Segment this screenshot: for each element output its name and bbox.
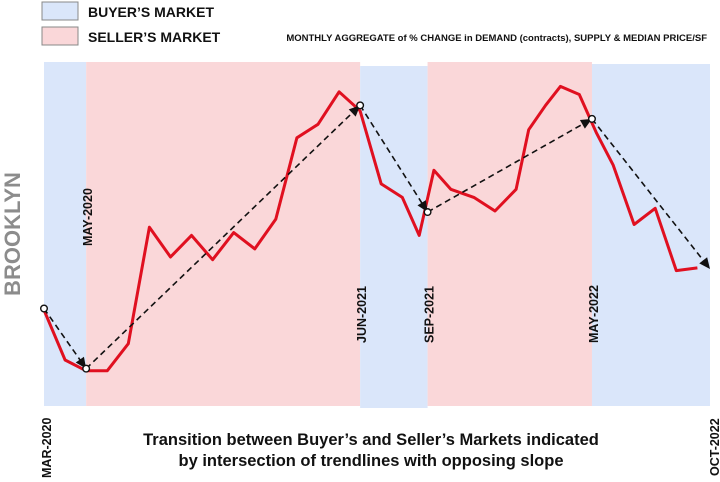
region-buyer-4	[591, 64, 710, 406]
trendline-segment-4	[591, 118, 706, 264]
trendline-marker-3	[423, 208, 432, 217]
trendline-marker-0	[40, 304, 49, 313]
series-line-0	[42, 84, 698, 373]
transition-label-3: MAY-2022	[587, 285, 601, 343]
trendline-marker-2	[356, 101, 365, 110]
transition-label-2: SEP-2021	[423, 286, 437, 343]
x-tick-end: OCT-2022	[708, 418, 720, 476]
region-buyer-0	[44, 62, 87, 406]
region-seller-1	[86, 62, 361, 406]
trendline-marker-4	[587, 114, 596, 123]
region-buyer-2	[360, 66, 428, 408]
transition-labels: MAY-2020 JUN-2021 SEP-2021 MAY-2022	[81, 188, 601, 343]
trendline-layer	[40, 101, 710, 373]
legend-swatch-buyer	[41, 1, 79, 21]
legend: BUYER’S MARKET SELLER’S MARKET	[41, 1, 221, 46]
market-regions	[44, 62, 710, 408]
y-axis-label: BROOKLYN	[0, 172, 25, 296]
caption-line-2: by intersection of trendlines with oppos…	[178, 452, 563, 470]
legend-label-buyer: BUYER’S MARKET	[88, 4, 214, 20]
trendline-segment-3	[427, 122, 586, 213]
region-seller-3	[427, 62, 592, 406]
transition-label-0: MAY-2020	[81, 188, 95, 246]
trendline-segment-1	[85, 110, 355, 370]
legend-label-seller: SELLER’S MARKET	[88, 29, 221, 45]
transition-label-1: JUN-2021	[355, 286, 369, 343]
trendline-marker-1	[82, 364, 91, 373]
trendline-arrowhead-4	[699, 257, 710, 269]
x-tick-start: MAR-2020	[40, 418, 54, 478]
series-layer	[42, 84, 698, 373]
trendline-segment-0	[43, 308, 83, 363]
chart-subtitle: MONTHLY AGGREGATE of % CHANGE in DEMAND …	[286, 33, 707, 44]
caption-line-1: Transition between Buyer’s and Seller’s …	[143, 431, 599, 449]
legend-swatch-seller	[41, 26, 79, 46]
